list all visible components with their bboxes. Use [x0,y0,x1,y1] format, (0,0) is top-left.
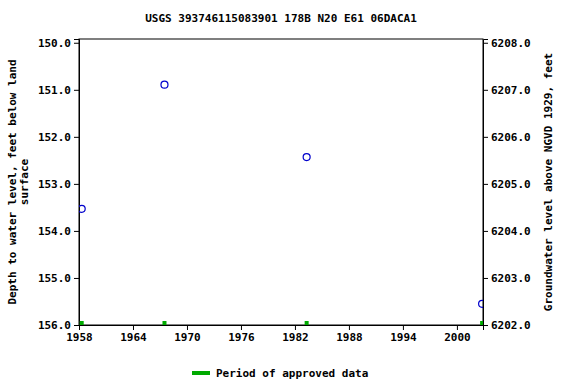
tick: 155.0 [38,272,79,285]
data-point [303,154,310,161]
tick-label: 1970 [174,331,201,344]
plot-area [79,81,483,325]
tick-label: 6207.0 [491,84,531,97]
tick-label: 6204.0 [491,225,531,238]
y2-axis-title: Groundwater level above NGVD 1929, feet [542,53,555,311]
approved-period [80,321,84,325]
approved-period [480,321,483,325]
tick-mark [483,325,488,326]
tick-mark [483,43,488,44]
tick-label: 1958 [66,331,93,344]
tick-label: 151.0 [38,84,71,97]
tick-mark [483,184,488,185]
tick: 1982 [282,325,309,344]
tick-label: 2000 [444,331,471,344]
tick: 1994 [390,325,417,344]
plot-frame [79,39,483,325]
tick: 152.0 [38,131,79,144]
tick-label: 6206.0 [491,131,531,144]
tick-label: 1994 [390,331,417,344]
tick: 2000 [444,325,471,344]
tick-label: 154.0 [38,225,71,238]
tick-mark [457,325,458,330]
tick-mark [241,325,242,330]
tick-mark [74,325,79,326]
tick-label: 155.0 [38,272,71,285]
tick-mark [133,325,134,330]
y2-axis-line [484,40,489,326]
data-point [161,81,168,88]
tick: 6207.0 [483,84,531,97]
chart: USGS 393746115083901 178B N20 E61 06DACA… [0,0,576,384]
tick-mark [74,43,79,44]
legend-label: Period of approved data [216,367,368,380]
tick-mark [349,325,350,330]
tick: 1988 [336,325,363,344]
tick-label: 153.0 [38,178,71,191]
tick-label: 1976 [228,331,255,344]
tick-label: 152.0 [38,131,71,144]
y-axis-title-line: surface [18,158,31,205]
tick: 151.0 [38,84,79,97]
tick-mark [483,137,488,138]
tick: 6205.0 [483,178,531,191]
tick-label: 156.0 [38,319,71,332]
title: USGS 393746115083901 178B N20 E61 06DACA… [145,12,417,25]
tick-mark [483,278,488,279]
tick-mark [74,278,79,279]
legend-swatch [192,371,210,375]
tick-mark [74,90,79,91]
tick-label: 1964 [120,331,147,344]
tick: 156.0 [38,319,79,332]
tick: 1970 [174,325,201,344]
tick: 1964 [120,325,147,344]
approved-period [162,321,166,325]
tick-label: 1988 [336,331,363,344]
tick: 6206.0 [483,131,531,144]
tick-mark [403,325,404,330]
x-axis: 1958 1964 1970 1976 1982 1988 1994 2000 [66,325,483,344]
tick-label: 150.0 [38,37,71,50]
tick-mark [74,184,79,185]
tick-label: 6208.0 [491,37,531,50]
tick-mark [74,231,79,232]
approved-period [305,321,309,325]
tick-mark [295,325,296,330]
tick-label: 1982 [282,331,309,344]
x-axis-line [80,326,484,331]
y-axis-line [74,40,80,326]
tick-mark [483,231,488,232]
tick-mark [187,325,188,330]
data-point [479,300,483,307]
tick: 150.0 [38,37,79,50]
tick: 154.0 [38,225,79,238]
legend: Period of approved data [192,367,368,380]
tick: 6204.0 [483,225,531,238]
y-axis: 150.0 151.0 152.0 153.0 154.0 155.0 156.0 [38,37,80,332]
tick: 6208.0 [483,37,531,50]
y-axis-title: Depth to water level, feet below landsur… [6,59,31,304]
tick-label: 6205.0 [491,178,531,191]
tick-mark [74,137,79,138]
tick-label: 6202.0 [491,319,531,332]
tick-mark [483,90,488,91]
data-point [79,205,85,212]
y2-axis: 6208.0 6207.0 6206.0 6205.0 6204.0 6203.0 6202… [483,37,531,332]
tick: 153.0 [38,178,79,191]
tick-label: 6203.0 [491,272,531,285]
tick: 6203.0 [483,272,531,285]
tick: 1976 [228,325,255,344]
tick: 6202.0 [483,319,531,332]
